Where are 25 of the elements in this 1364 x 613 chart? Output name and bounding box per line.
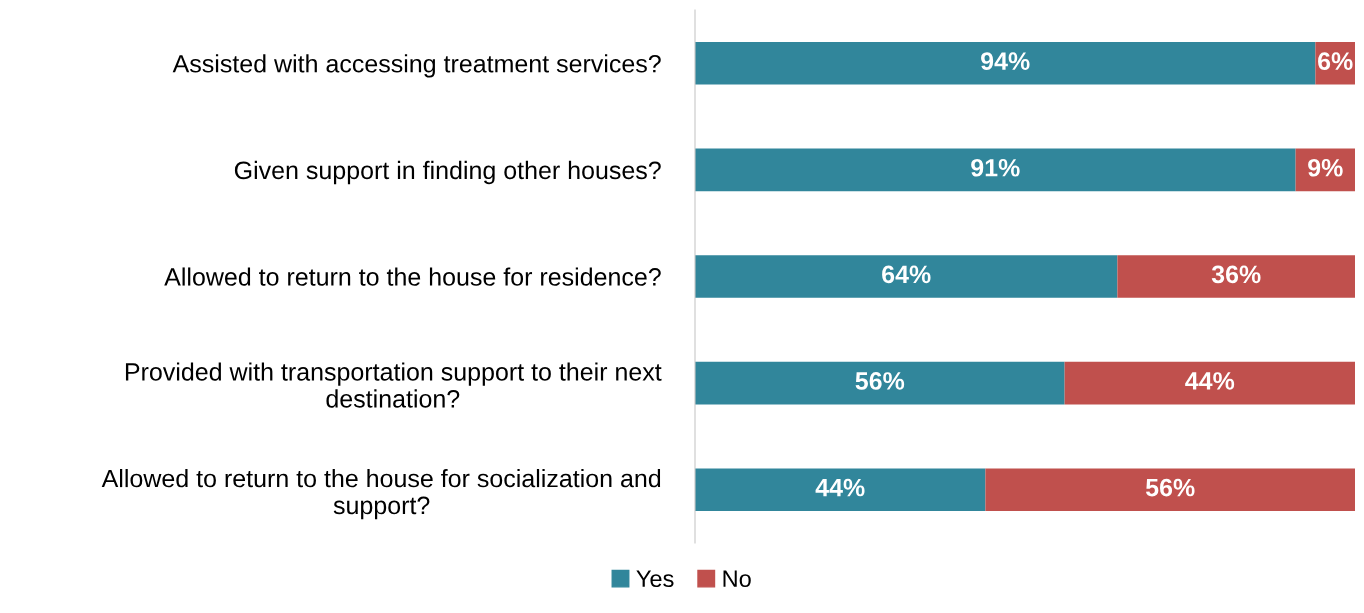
bar	[1064, 361, 1355, 405]
data-label: 56%	[1145, 478, 1195, 497]
data-label: 56%	[855, 372, 905, 390]
y-tick-label: Allowed to return to the house for socialization and support?	[101, 468, 661, 520]
data-label: 91%	[971, 158, 1020, 177]
y-tick-label: Allowed to return to the house for residence?	[164, 267, 661, 286]
bar	[695, 148, 1296, 192]
data-label: 36%	[1211, 265, 1261, 284]
data-label: 64%	[882, 265, 931, 284]
bar	[695, 255, 1118, 298]
y-tick-label: Assisted with accessing treatment services?	[172, 54, 661, 78]
data-label: 44%	[1185, 372, 1235, 390]
bar	[1117, 255, 1355, 298]
legend-label: Yes	[636, 570, 674, 588]
bar	[985, 468, 1355, 512]
data-label: 94%	[981, 52, 1030, 71]
y-tick-label: Given support in finding other houses?	[234, 160, 661, 185]
legend-label: No	[723, 570, 751, 588]
data-label: 44%	[815, 478, 865, 497]
y-tick-label: Provided with transportation support to their next destination?	[125, 362, 662, 408]
data-label: 9%	[1308, 158, 1343, 177]
data-label: 6%	[1318, 52, 1353, 71]
bar	[695, 41, 1316, 85]
bar	[695, 361, 1065, 405]
bar	[695, 468, 986, 512]
